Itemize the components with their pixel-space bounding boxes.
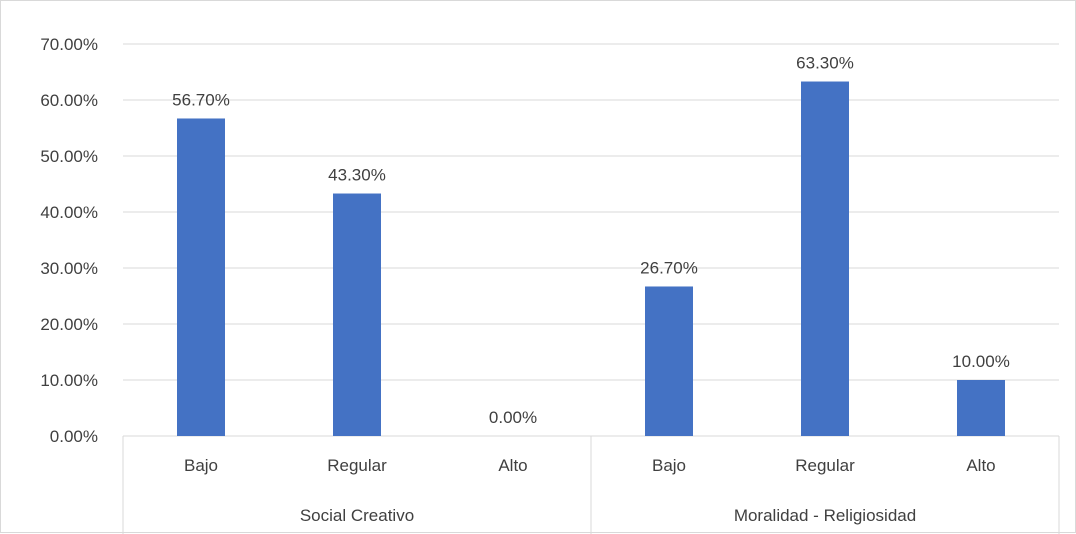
bar-social-creativo-bajo: [177, 118, 225, 436]
y-tick-label: 10.00%: [40, 371, 98, 390]
bar-moralidad-religiosidad-alto: [957, 380, 1005, 436]
data-label: 63.30%: [796, 54, 854, 73]
x-group-label: Social Creativo: [300, 506, 414, 525]
y-tick-label: 70.00%: [40, 35, 98, 54]
data-label: 56.70%: [172, 90, 230, 109]
bar-moralidad-religiosidad-bajo: [645, 286, 693, 436]
y-tick-label: 60.00%: [40, 91, 98, 110]
data-label: 0.00%: [489, 408, 537, 427]
x-category-label: Alto: [966, 456, 995, 475]
y-tick-label: 20.00%: [40, 315, 98, 334]
y-tick-label: 0.00%: [50, 427, 98, 446]
bar-moralidad-religiosidad-regular: [801, 81, 849, 437]
x-category-label: Alto: [498, 456, 527, 475]
y-tick-label: 50.00%: [40, 147, 98, 166]
data-label: 26.70%: [640, 258, 698, 277]
y-tick-label: 30.00%: [40, 259, 98, 278]
bar-social-creativo-regular: [333, 193, 381, 436]
y-tick-label: 40.00%: [40, 203, 98, 222]
data-label: 43.30%: [328, 166, 386, 185]
data-label: 10.00%: [952, 352, 1010, 371]
x-category-label: Bajo: [652, 456, 686, 475]
x-category-label: Bajo: [184, 456, 218, 475]
x-group-label: Moralidad - Religiosidad: [734, 506, 916, 525]
x-category-label: Regular: [795, 456, 855, 475]
x-category-label: Regular: [327, 456, 387, 475]
